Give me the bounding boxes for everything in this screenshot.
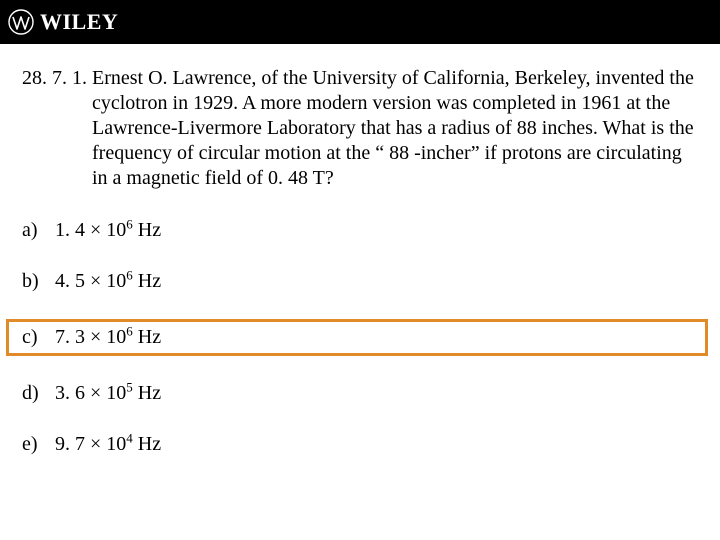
content-area: 28. 7. 1. Ernest O. Lawrence, of the Uni… (0, 44, 720, 458)
answer-value: 4. 5 × 106 Hz (50, 270, 161, 292)
answer-value: 7. 3 × 106 Hz (50, 326, 161, 348)
header-bar: WILEY (0, 0, 720, 44)
answer-letter: d) (22, 382, 50, 405)
answer-option[interactable]: a) 1. 4 × 106 Hz (22, 217, 698, 244)
answer-value: 3. 6 × 105 Hz (50, 382, 161, 404)
wiley-logo: WILEY (8, 9, 118, 35)
answers-list: a) 1. 4 × 106 Hz b) 4. 5 × 106 Hz c) 7. 3 … (22, 217, 698, 458)
answer-option[interactable]: b) 4. 5 × 106 Hz (22, 268, 698, 295)
answer-letter: a) (22, 219, 50, 242)
answer-letter: e) (22, 433, 50, 456)
question-text: 28. 7. 1. Ernest O. Lawrence, of the Uni… (22, 66, 698, 191)
wiley-logo-icon (8, 9, 34, 35)
question-body: Ernest O. Lawrence, of the University of… (92, 67, 694, 189)
answer-letter: b) (22, 270, 50, 293)
brand-text: WILEY (40, 9, 118, 35)
answer-option[interactable]: d) 3. 6 × 105 Hz (22, 380, 698, 407)
answer-value: 1. 4 × 106 Hz (50, 219, 161, 241)
question-number: 28. 7. 1. (22, 67, 87, 89)
answer-option[interactable]: c) 7. 3 × 106 Hz (6, 319, 708, 356)
answer-letter: c) (22, 326, 50, 349)
answer-option[interactable]: e) 9. 7 × 104 Hz (22, 431, 698, 458)
answer-value: 9. 7 × 104 Hz (50, 433, 161, 455)
